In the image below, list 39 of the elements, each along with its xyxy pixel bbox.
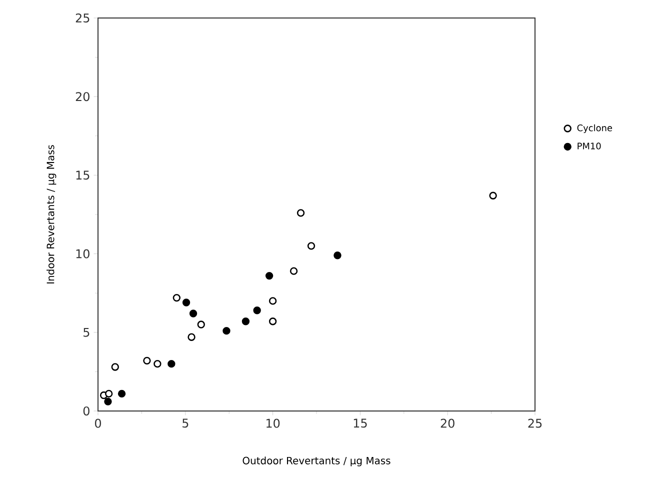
x-tick-label: 0 xyxy=(94,418,102,428)
x-tick-label: 10 xyxy=(266,418,280,428)
point xyxy=(242,318,250,326)
legend-label: Cyclone xyxy=(577,124,612,134)
point xyxy=(268,318,277,326)
point xyxy=(290,267,298,275)
point xyxy=(334,252,342,260)
x-tick-label: 25 xyxy=(528,418,542,428)
point xyxy=(307,242,316,250)
point xyxy=(489,192,497,200)
point xyxy=(253,306,261,314)
x-tick-label: 15 xyxy=(354,418,367,428)
legend-label: PM10 xyxy=(578,142,601,150)
point xyxy=(197,320,205,328)
x-tick-label: 5 xyxy=(182,418,188,428)
point xyxy=(111,363,119,371)
point xyxy=(154,360,162,368)
x-tick-label: 20 xyxy=(440,418,454,428)
y-tick-label: 10 xyxy=(76,249,90,258)
y-tick-label: 15 xyxy=(76,170,90,180)
y-axis-title: Indoor Revertants / μg Mass xyxy=(46,145,56,284)
y-tick-label: 5 xyxy=(84,328,90,337)
point xyxy=(143,356,151,365)
point xyxy=(118,390,126,398)
point xyxy=(168,360,176,368)
y-tick-label: 20 xyxy=(76,92,90,102)
point xyxy=(268,297,277,305)
point xyxy=(104,398,112,406)
point xyxy=(182,298,190,306)
y-tick-label: 25 xyxy=(76,13,90,23)
point xyxy=(296,209,305,217)
point xyxy=(189,310,198,318)
point xyxy=(172,294,181,302)
y-tick-label: 0 xyxy=(83,406,90,416)
point xyxy=(265,272,274,280)
x-axis-title: Outdoor Revertants / μg Mass xyxy=(242,456,390,466)
point xyxy=(188,333,196,341)
point xyxy=(222,326,230,335)
point xyxy=(104,390,113,398)
